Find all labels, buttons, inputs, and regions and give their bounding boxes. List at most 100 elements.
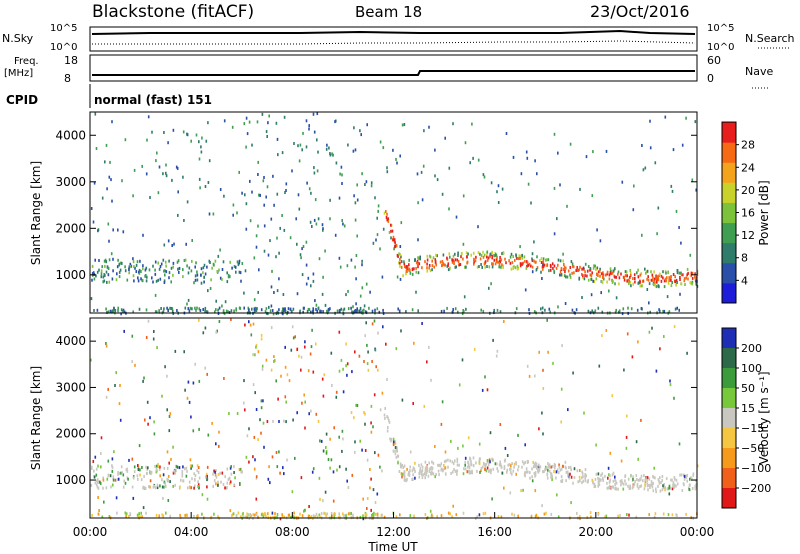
heatmap-cell bbox=[602, 476, 604, 480]
heatmap-cell bbox=[668, 276, 670, 280]
heatmap-cell bbox=[101, 196, 104, 200]
heatmap-cell bbox=[255, 513, 258, 517]
heatmap-cell bbox=[166, 450, 169, 454]
heatmap-cell bbox=[453, 468, 455, 471]
heatmap-cell bbox=[470, 253, 472, 257]
heatmap-cell bbox=[438, 473, 440, 477]
heatmap-cell bbox=[403, 464, 406, 468]
heatmap-cell bbox=[581, 470, 583, 474]
heatmap-cell bbox=[369, 486, 371, 490]
heatmap-cell bbox=[276, 310, 279, 314]
heatmap-cell bbox=[646, 478, 649, 482]
heatmap-cell bbox=[165, 270, 168, 274]
x-axis-label: Time UT bbox=[367, 540, 418, 554]
heatmap-cell bbox=[566, 470, 569, 474]
heatmap-cell bbox=[489, 253, 492, 256]
heatmap-cell bbox=[197, 466, 200, 469]
heatmap-cell bbox=[268, 465, 270, 469]
heatmap-cell bbox=[218, 268, 220, 272]
heatmap-cell bbox=[466, 465, 469, 469]
heatmap-cell bbox=[570, 501, 572, 505]
heatmap-cell bbox=[364, 422, 366, 426]
heatmap-cell bbox=[668, 486, 671, 490]
heatmap-cell bbox=[560, 387, 563, 391]
heatmap-cell bbox=[531, 265, 534, 269]
heatmap-cell bbox=[281, 151, 284, 155]
heatmap-cell bbox=[670, 275, 672, 279]
heatmap-cell bbox=[100, 272, 103, 276]
heatmap-cell bbox=[368, 306, 370, 310]
heatmap-cell bbox=[265, 130, 268, 134]
heatmap-cell bbox=[179, 513, 181, 517]
heatmap-cell bbox=[141, 466, 143, 469]
heatmap-cell bbox=[401, 475, 403, 479]
heatmap-cell bbox=[500, 465, 503, 469]
heatmap-cell bbox=[260, 406, 263, 410]
heatmap-cell bbox=[560, 266, 563, 270]
heatmap-cell bbox=[496, 349, 499, 353]
heatmap-cell bbox=[415, 266, 417, 270]
heatmap-cell bbox=[179, 485, 181, 489]
heatmap-cell bbox=[411, 477, 414, 481]
heatmap-cell bbox=[534, 159, 536, 163]
heatmap-cell bbox=[141, 515, 143, 519]
heatmap-cell bbox=[675, 478, 678, 482]
beam-title: Beam 18 bbox=[355, 3, 422, 21]
heatmap-cell bbox=[576, 266, 578, 269]
heatmap-cell bbox=[217, 254, 220, 258]
heatmap-cell bbox=[273, 355, 275, 359]
heatmap-cell bbox=[364, 412, 366, 416]
heatmap-cell bbox=[581, 476, 583, 480]
heatmap-cell bbox=[279, 517, 282, 521]
heatmap-cell bbox=[341, 429, 344, 433]
heatmap-cell bbox=[524, 474, 526, 478]
heatmap-cell bbox=[94, 481, 97, 485]
heatmap-cell bbox=[329, 466, 331, 470]
heatmap-cell bbox=[136, 513, 139, 517]
heatmap-cell bbox=[675, 484, 677, 488]
heatmap-cell bbox=[691, 178, 694, 182]
y-tick-label: 3000 bbox=[55, 380, 86, 394]
colorbar-swatch bbox=[722, 488, 736, 509]
heatmap-cell bbox=[251, 143, 253, 147]
heatmap-cell bbox=[434, 475, 436, 479]
heatmap-cell bbox=[445, 459, 447, 463]
heatmap-cell bbox=[513, 462, 516, 466]
heatmap-cell bbox=[538, 350, 540, 354]
heatmap-cell bbox=[428, 461, 430, 465]
heatmap-cell bbox=[202, 308, 204, 311]
heatmap-cell bbox=[176, 465, 179, 469]
heatmap-cell bbox=[661, 475, 664, 478]
heatmap-cell bbox=[634, 277, 636, 280]
heatmap-cell bbox=[493, 308, 495, 312]
heatmap-cell bbox=[355, 277, 357, 281]
heatmap-cell bbox=[608, 484, 611, 488]
heatmap-cell bbox=[276, 465, 279, 469]
heatmap-cell bbox=[555, 476, 557, 480]
heatmap-cell bbox=[644, 478, 646, 482]
heatmap-cell bbox=[561, 344, 563, 348]
heatmap-cell bbox=[333, 426, 335, 430]
heatmap-cell bbox=[178, 270, 180, 274]
heatmap-cell bbox=[122, 230, 125, 234]
heatmap-cell bbox=[685, 276, 688, 280]
heatmap-cell bbox=[211, 421, 213, 425]
heatmap-cell bbox=[687, 277, 689, 281]
heatmap-cell bbox=[392, 437, 395, 441]
heatmap-cell bbox=[151, 130, 153, 134]
heatmap-cell bbox=[307, 307, 310, 311]
heatmap-cell bbox=[556, 468, 559, 472]
heatmap-cell bbox=[168, 259, 170, 263]
heatmap-cell bbox=[256, 307, 258, 311]
heatmap-cell bbox=[248, 308, 250, 312]
heatmap-cell bbox=[502, 251, 505, 255]
heatmap-cell bbox=[452, 308, 454, 311]
heatmap-cell bbox=[599, 479, 601, 483]
heatmap-cell bbox=[370, 421, 372, 425]
heatmap-cell bbox=[671, 281, 673, 284]
heatmap-cell bbox=[154, 272, 157, 276]
heatmap-cell bbox=[559, 259, 562, 263]
heatmap-cell bbox=[569, 266, 572, 269]
heatmap-cell bbox=[360, 133, 362, 137]
heatmap-cell bbox=[193, 281, 195, 285]
